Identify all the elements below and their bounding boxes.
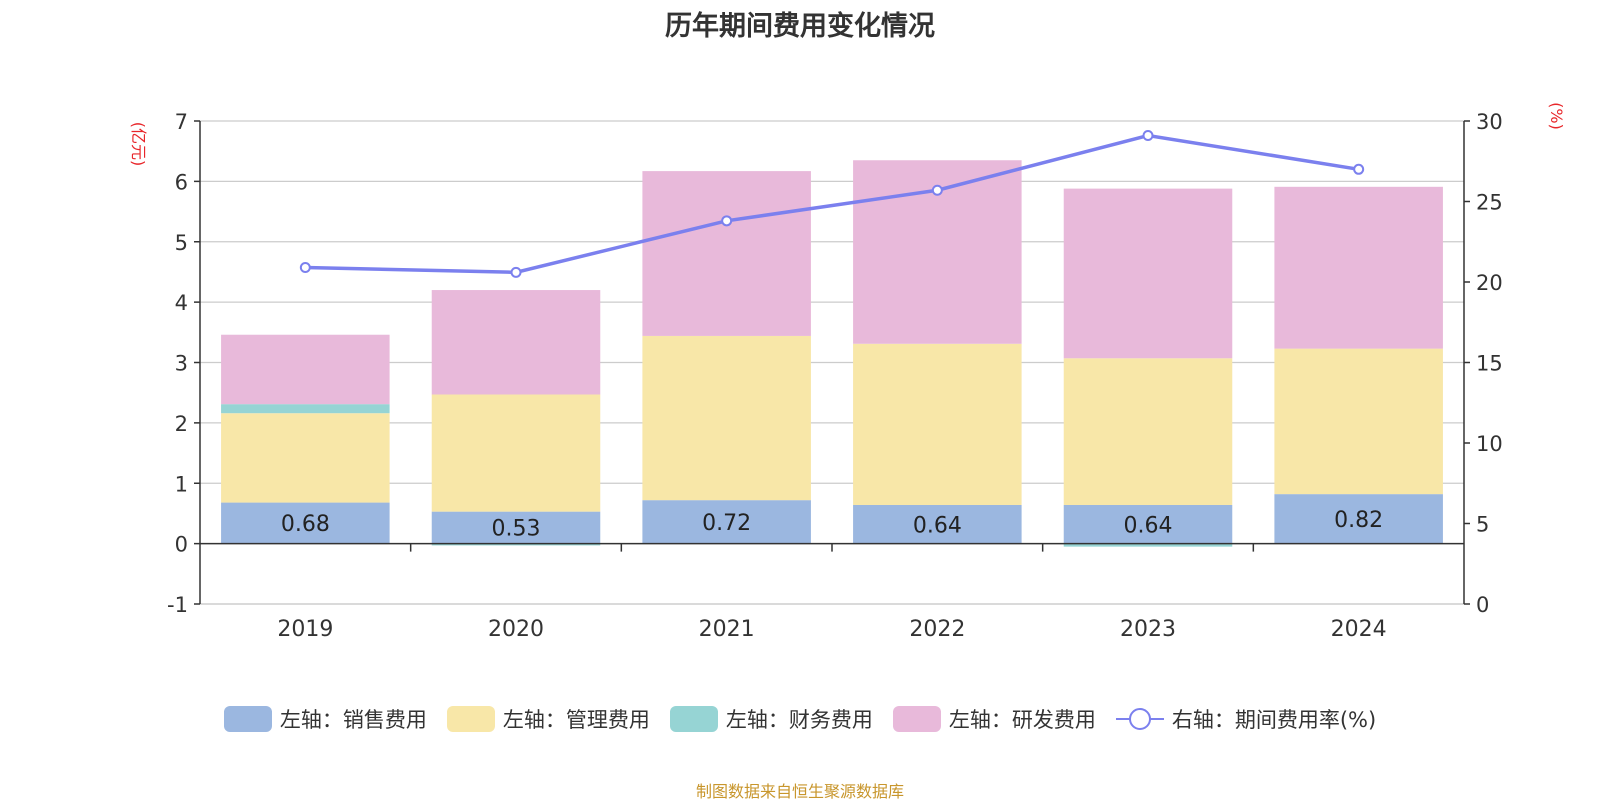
legend-swatch: [1115, 708, 1164, 730]
legend-swatch: [446, 706, 495, 732]
left-y-tick-label: 7: [175, 110, 188, 134]
bar-segment: [221, 334, 390, 405]
bar-segment: [1063, 504, 1233, 544]
bar-segment: [642, 171, 811, 336]
bar-segment: [221, 404, 390, 414]
legend-item[interactable]: 左轴：销售费用: [223, 704, 427, 734]
bar-segment: [853, 343, 1022, 505]
x-tick-label: 2020: [488, 617, 544, 642]
bar-segment: [1063, 188, 1233, 359]
bar-segment: [642, 500, 811, 544]
left-y-tick-label: -1: [167, 593, 188, 617]
rate-point: [931, 184, 943, 196]
left-y-tick-label: 1: [175, 472, 188, 496]
bar-segment: [431, 511, 601, 544]
right-y-tick-label: 15: [1476, 352, 1503, 376]
left-y-tick-label: 4: [175, 291, 188, 315]
x-tick-label: 2019: [277, 617, 333, 642]
chart-canvas: 0.68 0.53 0.72 0.64 0.64 0.82 -1 0 1 2 3 4 5 6 7 0 5 10 15…: [129, 102, 1566, 642]
bar-segment: [642, 335, 811, 501]
bar-segment: [1063, 358, 1233, 505]
legend-item[interactable]: 左轴：管理费用: [446, 704, 650, 734]
left-y-tick-label: 6: [175, 170, 188, 194]
bar-segment: [1063, 543, 1233, 547]
x-tick-label: 2021: [699, 617, 755, 642]
legend-item[interactable]: 左轴：财务费用: [669, 704, 873, 734]
rate-point: [721, 215, 733, 227]
right-y-tick-label: 20: [1476, 271, 1503, 295]
bar-value-label: 0.53: [492, 517, 541, 542]
legend-swatch: [669, 706, 718, 732]
legend-item[interactable]: 右轴：期间费用率(%): [1115, 704, 1377, 734]
bar-value-label: 0.64: [913, 513, 962, 538]
left-y-tick-label: 0: [175, 533, 188, 557]
right-y-tick-label: 30: [1476, 110, 1503, 134]
right-y-tick-label: 25: [1476, 191, 1503, 215]
bar-value-label: 0.72: [702, 511, 751, 536]
legend-item[interactable]: 左轴：研发费用: [892, 704, 1096, 734]
legend-label: 左轴：财务费用: [725, 708, 873, 732]
bar-value-label: 0.64: [1124, 513, 1173, 538]
legend-label: 左轴：销售费用: [279, 708, 427, 732]
legend-label: 左轴：研发费用: [948, 708, 1096, 732]
legend-swatch: [892, 706, 941, 732]
bar-segment: [1274, 186, 1443, 349]
bar-value-label: 0.82: [1334, 508, 1383, 533]
bar-segment: [221, 502, 390, 544]
x-tick-label: 2023: [1120, 617, 1176, 642]
right-axis-unit: (%): [1547, 102, 1566, 130]
chart-title: 历年期间费用变化情况: [665, 11, 935, 42]
bar-segment: [431, 543, 601, 546]
rate-point: [1142, 129, 1154, 141]
right-y-tick-label: 5: [1476, 513, 1489, 537]
bar-segment: [1274, 494, 1443, 544]
legend: 左轴：销售费用 左轴：管理费用 左轴：财务费用 左轴：研发费用 右轴：期间费用率(%): [0, 704, 1600, 734]
left-y-tick-label: 5: [175, 231, 188, 255]
legend-label: 右轴：期间费用率(%): [1171, 708, 1377, 732]
legend-label: 左轴：管理费用: [502, 708, 650, 732]
rate-point: [1353, 163, 1365, 175]
bar-segment: [1274, 348, 1443, 495]
bar-segment: [221, 413, 390, 503]
rate-line: [305, 133, 1359, 275]
rate-point: [299, 262, 311, 274]
bar-value-label: 0.68: [281, 512, 330, 537]
x-tick-label: 2022: [909, 617, 965, 642]
bar-segment: [853, 504, 1022, 544]
right-y-tick-label: 10: [1476, 432, 1503, 456]
x-tick-label: 2024: [1331, 617, 1387, 642]
left-axis-unit: (亿元): [129, 122, 148, 167]
rate-point: [510, 266, 522, 278]
right-y-tick-label: 0: [1476, 593, 1489, 617]
left-y-tick-label: 2: [175, 412, 188, 436]
legend-swatch: [223, 706, 272, 732]
bar-segment: [431, 394, 601, 512]
left-y-tick-label: 3: [175, 352, 188, 376]
bar-segment: [431, 290, 601, 395]
source-note: 制图数据来自恒生聚源数据库: [695, 782, 904, 801]
